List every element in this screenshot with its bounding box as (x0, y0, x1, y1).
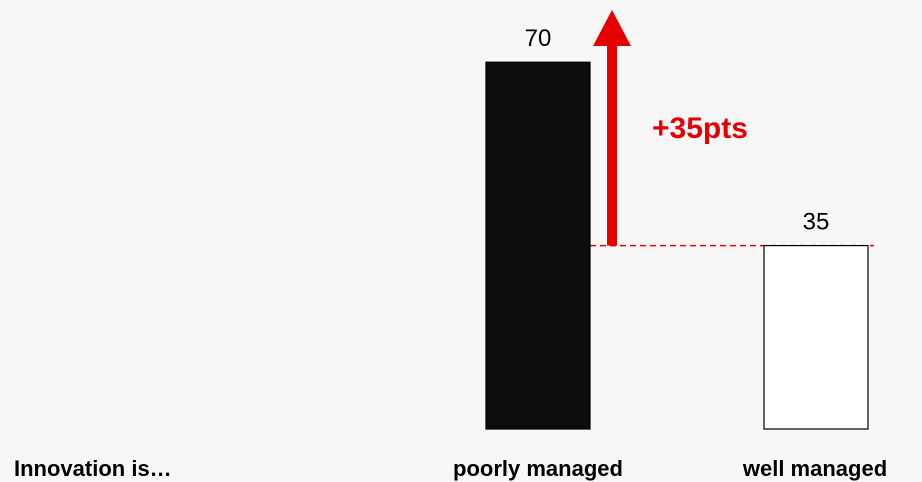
value-label-poorly-managed: 70 (525, 25, 552, 52)
value-label-well-managed: 35 (803, 209, 830, 236)
row-label: Innovation is… (14, 456, 172, 481)
category-label-well-managed: well managed (742, 456, 887, 481)
bar-well-managed (763, 245, 869, 430)
bar-poorly-managed (485, 61, 591, 430)
delta-arrow-head (593, 10, 631, 46)
delta-label: +35pts (652, 112, 748, 145)
category-label-poorly-managed: poorly managed (453, 456, 623, 481)
